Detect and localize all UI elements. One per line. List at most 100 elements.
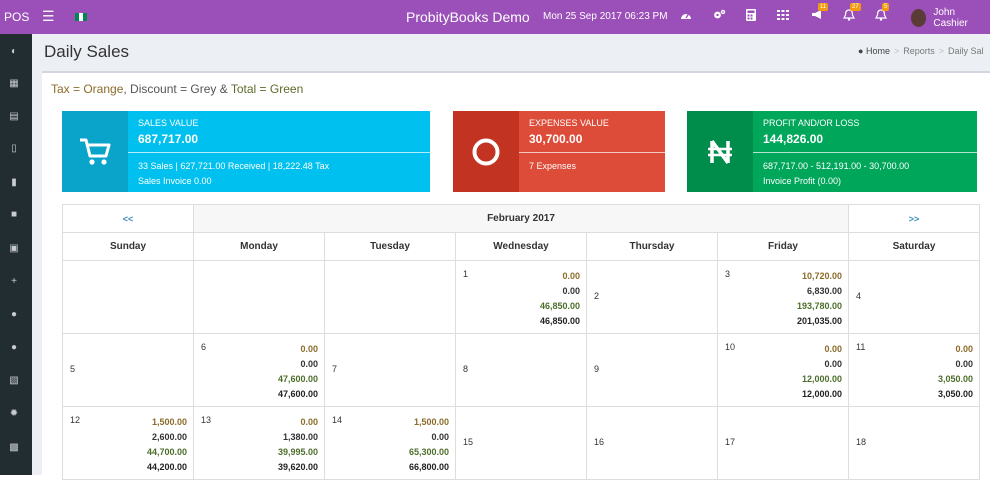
calendar-day-cell[interactable]: 4 bbox=[848, 260, 980, 334]
calendar-week-row: 1 0.00 0.00 46,850.00 46,850.00 2 3 10,720.00 6,… bbox=[62, 260, 980, 334]
calendar-day-cell[interactable]: 7 bbox=[324, 333, 456, 407]
day-number: 14 bbox=[332, 415, 343, 425]
calendar-day-cell[interactable]: 14 1,500.00 0.00 65,300.00 66,800.00 bbox=[324, 406, 456, 480]
avatar bbox=[911, 9, 927, 27]
sidebar-user-icon[interactable]: ● bbox=[10, 342, 18, 353]
dashboard-icon[interactable] bbox=[680, 9, 692, 23]
profit-loss-card: PROFIT AND/OR LOSS 144,826.00 687,717.00… bbox=[687, 111, 977, 192]
calendar-day-cell[interactable]: 2 bbox=[586, 260, 718, 334]
discount-amount: 0.00 bbox=[431, 432, 449, 442]
prev-month-button[interactable]: << bbox=[62, 204, 194, 233]
calendar-day-cell[interactable]: 6 0.00 0.00 47,600.00 47,600.00 bbox=[193, 333, 325, 407]
day-amounts: 0.00 0.00 46,850.00 46,850.00 bbox=[540, 269, 580, 329]
day-number: 12 bbox=[70, 415, 81, 425]
sidebar-document-icon[interactable]: ▤ bbox=[9, 111, 19, 122]
next-month-button[interactable]: >> bbox=[848, 204, 980, 233]
calendar-day-cell[interactable]: 12 1,500.00 2,600.00 44,700.00 44,200.00 bbox=[62, 406, 194, 480]
day-header: Thursday bbox=[586, 232, 718, 261]
sidebar: ◐ ▦ ▤ ▯ ▮ ■ ▣ + ● ● ▧ ✹ ▩ bbox=[0, 34, 32, 475]
day-header: Friday bbox=[717, 232, 849, 261]
discount-amount: 0.00 bbox=[562, 286, 580, 296]
day-number: 17 bbox=[725, 437, 736, 447]
sidebar-plus-icon[interactable]: + bbox=[11, 276, 17, 287]
calendar-day-cell[interactable]: 17 bbox=[717, 406, 849, 480]
sidebar-dashboard-icon[interactable]: ◐ bbox=[10, 46, 18, 57]
day-number: 8 bbox=[463, 364, 469, 374]
grid-icon[interactable] bbox=[777, 9, 789, 23]
tax-amount: 0.00 bbox=[300, 344, 318, 354]
announcement-icon[interactable]: 11 bbox=[811, 3, 829, 23]
day-number: 15 bbox=[463, 437, 474, 447]
day-number: 2 bbox=[594, 291, 600, 301]
total-amount: 193,780.00 bbox=[796, 301, 842, 311]
sidebar-folder-icon[interactable]: ■ bbox=[10, 209, 18, 220]
net-amount: 201,035.00 bbox=[796, 316, 842, 326]
total-amount: 46,850.00 bbox=[539, 301, 580, 311]
company-title: ProbityBooks Demo bbox=[406, 9, 530, 25]
total-amount: 3,050.00 bbox=[937, 374, 973, 384]
calendar-day-cell[interactable]: 3 10,720.00 6,830.00 193,780.00 201,035.00 bbox=[717, 260, 849, 334]
sidebar-calculator-icon[interactable]: ▧ bbox=[9, 375, 19, 386]
day-number: 13 bbox=[201, 415, 212, 425]
calendar-day-cell[interactable]: 10 0.00 0.00 12,000.00 12,000.00 bbox=[717, 333, 849, 407]
day-number: 16 bbox=[594, 437, 605, 447]
breadcrumb-reports[interactable]: Reports bbox=[903, 46, 935, 56]
total-amount: 47,600.00 bbox=[277, 374, 318, 384]
expenses-value-card: EXPENSES VALUE 30,700.00 7 Expenses bbox=[453, 111, 665, 192]
day-header: Saturday bbox=[848, 232, 980, 261]
calendar-day-cell[interactable]: 5 bbox=[62, 333, 194, 407]
user-name: John Cashier bbox=[933, 7, 968, 29]
day-amounts: 0.00 0.00 3,050.00 3,050.00 bbox=[938, 342, 973, 402]
calendar-day-cell[interactable]: 8 bbox=[455, 333, 587, 407]
cogs-icon[interactable] bbox=[713, 9, 726, 23]
calendar-day-cell[interactable]: 16 bbox=[586, 406, 718, 480]
announcement-badge: 11 bbox=[818, 3, 829, 11]
sidebar-book-icon[interactable]: ▯ bbox=[11, 143, 17, 154]
calendar-day-cell[interactable]: 11 0.00 0.00 3,050.00 3,050.00 bbox=[848, 333, 980, 407]
alert-icon[interactable]: 27 bbox=[843, 3, 861, 24]
naira-icon bbox=[687, 111, 753, 192]
total-amount: 12,000.00 bbox=[801, 374, 842, 384]
day-amounts: 1,500.00 0.00 65,300.00 66,800.00 bbox=[409, 415, 449, 475]
calculator-icon[interactable] bbox=[746, 9, 756, 24]
day-amounts: 0.00 0.00 12,000.00 12,000.00 bbox=[802, 342, 842, 402]
tax-amount: 0.00 bbox=[824, 344, 842, 354]
calendar-day-cell[interactable]: 18 bbox=[848, 406, 980, 480]
day-amounts: 0.00 0.00 47,600.00 47,600.00 bbox=[278, 342, 318, 402]
calendar-day-cell[interactable]: 9 bbox=[586, 333, 718, 407]
day-number: 9 bbox=[594, 364, 600, 374]
net-amount: 47,600.00 bbox=[277, 389, 318, 399]
sidebar-cogs-icon[interactable]: ✹ bbox=[9, 408, 19, 419]
sidebar-chart-icon[interactable]: ▩ bbox=[9, 442, 19, 453]
sidebar-users-icon[interactable]: ● bbox=[10, 309, 18, 320]
user-menu[interactable]: John Cashier bbox=[911, 7, 990, 29]
net-amount: 12,000.00 bbox=[801, 389, 842, 399]
sidebar-cart-icon[interactable]: ▣ bbox=[9, 243, 19, 254]
net-amount: 66,800.00 bbox=[408, 462, 449, 472]
total-amount: 65,300.00 bbox=[408, 447, 449, 457]
breadcrumb-home[interactable]: Home bbox=[865, 46, 890, 56]
day-amounts: 10,720.00 6,830.00 193,780.00 201,035.00 bbox=[797, 269, 842, 329]
app-logo[interactable]: POS bbox=[4, 10, 30, 24]
cart-icon bbox=[62, 111, 128, 192]
calendar-day-cell[interactable]: 15 bbox=[455, 406, 587, 480]
menu-toggle-icon[interactable]: ☰ bbox=[42, 8, 55, 24]
sidebar-grid-icon[interactable]: ▦ bbox=[9, 78, 19, 89]
day-header: Wednesday bbox=[455, 232, 587, 261]
sales-calendar: << February 2017 >> Sunday Monday Tuesday W… bbox=[62, 204, 980, 480]
discount-amount: 0.00 bbox=[824, 359, 842, 369]
sidebar-barcode-icon[interactable]: ▮ bbox=[11, 177, 17, 188]
page-title: Daily Sales bbox=[44, 42, 130, 61]
bell-badge: 5 bbox=[882, 3, 890, 11]
day-header: Tuesday bbox=[324, 232, 456, 261]
day-header: Sunday bbox=[62, 232, 194, 261]
flag-icon[interactable] bbox=[75, 13, 87, 21]
calendar-day-cell[interactable]: 13 0.00 1,380.00 39,995.00 39,620.00 bbox=[193, 406, 325, 480]
net-amount: 46,850.00 bbox=[539, 316, 580, 326]
discount-amount: 1,380.00 bbox=[282, 432, 318, 442]
day-number: 5 bbox=[70, 364, 76, 374]
sales-value-card: SALES VALUE 687,717.00 33 Sales | 627,72… bbox=[62, 111, 430, 192]
calendar-day-cell[interactable]: 1 0.00 0.00 46,850.00 46,850.00 bbox=[455, 260, 587, 334]
discount-amount: 6,830.00 bbox=[806, 286, 842, 296]
bell-icon[interactable]: 5 bbox=[875, 3, 890, 24]
